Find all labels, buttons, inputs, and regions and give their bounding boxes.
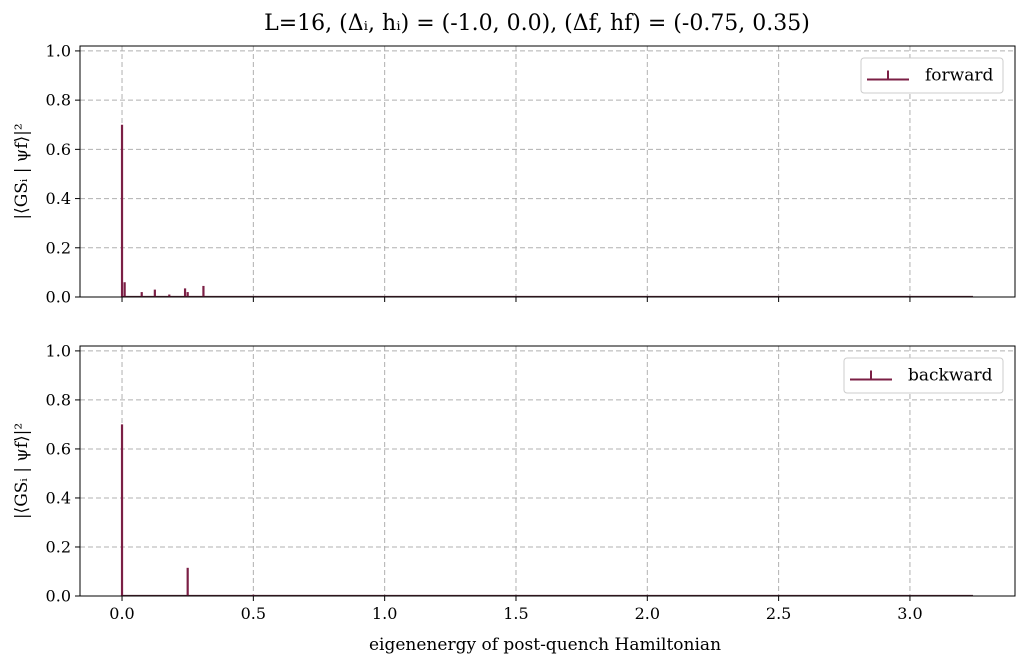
x-tick-label: 0.5 (241, 604, 266, 623)
legend: backward (843, 357, 1004, 394)
y-tick-label: 0.0 (46, 587, 71, 606)
y-axis-label: |⟨GSᵢ | ψf⟩|² (12, 123, 32, 219)
x-tick-label: 1.0 (372, 604, 397, 623)
x-tick-label: 1.5 (503, 604, 528, 623)
figure-title: L=16, (Δᵢ, hᵢ) = (-1.0, 0.0), (Δf, hf) =… (264, 11, 810, 36)
chart-panel-2: 0.0 0.5 1.0 1.5 2.0 2.5 3.0 0.0 0.2 0.4 0.6 0.8 1.0 |… (12, 341, 1016, 623)
chart-panel-1: 0.0 0.2 0.4 0.6 0.8 1.0 |⟨GSᵢ | ψf⟩|² forward (12, 41, 1016, 307)
y-axis-label: |⟨GSᵢ | ψf⟩|² (12, 423, 32, 519)
x-tick-label: 2.0 (635, 604, 660, 623)
y-tick-label: 0.6 (46, 439, 71, 458)
y-tick-label: 0.6 (46, 140, 71, 159)
x-tick-label: 0.0 (109, 604, 134, 623)
y-tick-label: 0.8 (46, 390, 71, 409)
y-tick-label: 1.0 (46, 41, 71, 60)
y-tick-label: 0.8 (46, 91, 71, 110)
axes-frame (79, 345, 1016, 597)
x-tick-label: 3.0 (897, 604, 922, 623)
legend-box (843, 357, 1004, 394)
panels: 0.00.20.40.60.81.0|⟨GSᵢ | ψf⟩|²forward0.… (12, 41, 1016, 623)
legend: forward (860, 57, 1004, 94)
plot-area (80, 46, 1015, 297)
x-axis-label: eigenenergy of post-quench Hamiltonian (369, 635, 721, 655)
y-tick-label: 0.2 (46, 537, 71, 556)
y-tick-label: 1.0 (46, 341, 71, 360)
y-tick-label: 0.4 (46, 488, 71, 507)
x-tick-label: 2.5 (766, 604, 791, 623)
legend-box (860, 57, 1004, 94)
axes-frame (79, 45, 1016, 298)
y-tick-label: 0.2 (46, 238, 71, 257)
y-tick-label: 0.4 (46, 189, 71, 208)
legend-label: forward (925, 66, 993, 86)
y-tick-label: 0.0 (46, 288, 71, 307)
legend-label: backward (908, 366, 993, 386)
